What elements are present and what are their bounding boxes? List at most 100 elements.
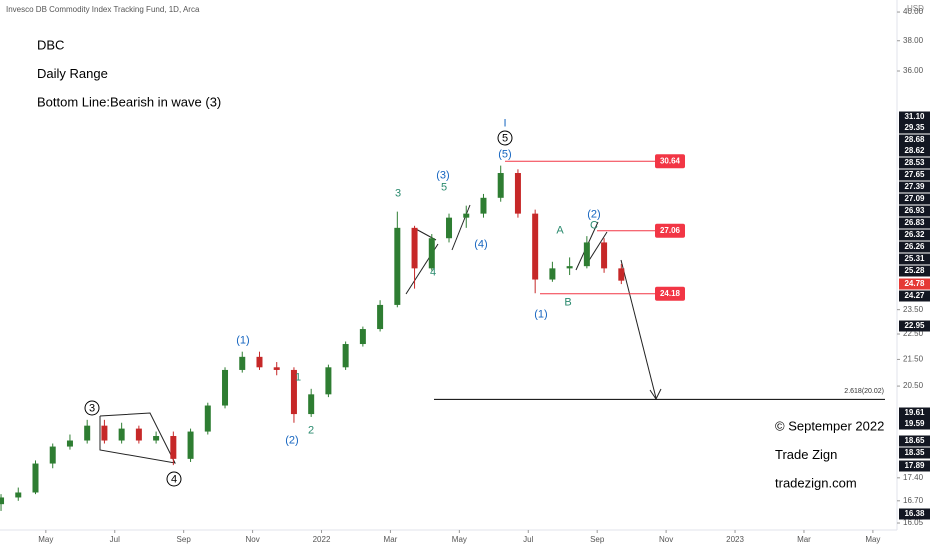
- note: Bottom Line:Bearish in wave (3): [37, 94, 221, 109]
- price-label-box: [899, 508, 930, 520]
- credit: tradezign.com: [775, 475, 857, 490]
- note: DBC: [37, 37, 64, 52]
- y-tick-label: 17.40: [903, 473, 924, 482]
- trend-line: [413, 227, 437, 241]
- wave-label: 5: [441, 181, 447, 193]
- price-label-box: [899, 435, 930, 447]
- candle-body: [84, 425, 91, 441]
- x-tick-label: Mar: [384, 535, 398, 544]
- wave-label: (1): [236, 334, 249, 346]
- price-label: 18.35: [904, 448, 925, 457]
- wave-label: (5): [498, 148, 511, 160]
- x-tick-label: May: [38, 535, 53, 544]
- wave-label: 2: [308, 424, 314, 436]
- wave-label: 1: [295, 371, 301, 383]
- price-label: 28.68: [904, 135, 925, 144]
- price-label-box: [899, 447, 930, 459]
- price-label: 24.78: [904, 279, 925, 288]
- wave-label: A: [556, 224, 564, 236]
- candle-body: [153, 436, 160, 441]
- candle-body: [15, 492, 22, 498]
- triangle: [99, 412, 176, 464]
- candle-body: [583, 242, 590, 267]
- fib-label: 2.618(20.02): [844, 388, 884, 395]
- price-label-box: [899, 320, 930, 332]
- candle-body: [222, 369, 229, 406]
- wave-label: 4: [430, 266, 436, 278]
- candle-body: [118, 428, 125, 441]
- x-tick-label: Jul: [523, 535, 533, 544]
- credit: © Septemper 2022: [775, 418, 884, 433]
- candle-body: [377, 304, 384, 330]
- x-tick-label: May: [865, 535, 880, 544]
- price-label: 26.83: [904, 218, 925, 227]
- wave-label: (4): [474, 238, 487, 250]
- currency: USD: [907, 4, 924, 13]
- wave-label: (2): [587, 208, 600, 220]
- candle-body: [256, 356, 263, 368]
- candle-body: [566, 266, 573, 269]
- level-label: 30.64: [660, 156, 681, 165]
- wave-label: C: [590, 219, 598, 231]
- candle-body: [0, 497, 5, 505]
- candle-body: [342, 344, 349, 368]
- price-label: 22.95: [904, 321, 925, 330]
- candle-body: [411, 227, 418, 269]
- candle-body: [601, 242, 608, 269]
- wave-label: (3): [436, 169, 449, 181]
- price-label: 28.62: [904, 146, 925, 155]
- price-label-box: [899, 111, 930, 123]
- level-label: 27.06: [660, 226, 681, 235]
- price-label-box: [899, 122, 930, 134]
- candle-body: [135, 428, 142, 441]
- candle-body: [239, 356, 246, 370]
- wave-label: 5: [502, 132, 508, 144]
- price-label-box: [899, 229, 930, 241]
- price-label: 29.35: [904, 123, 925, 132]
- price-label-box: [899, 205, 930, 217]
- wave-label: 3: [395, 187, 401, 199]
- chart-title: Invesco DB Commodity Index Tracking Fund…: [6, 5, 200, 14]
- candle-body: [32, 463, 39, 493]
- price-label: 18.65: [904, 436, 925, 445]
- price-label-box: [899, 181, 930, 193]
- price-label-box: [899, 157, 930, 169]
- price-label-box: [899, 253, 930, 265]
- candle-body: [497, 173, 504, 198]
- price-label: 25.28: [904, 266, 925, 275]
- y-tick-label: 23.50: [903, 305, 924, 314]
- level-label: 24.18: [660, 289, 681, 298]
- price-label-box: [899, 460, 930, 472]
- candle-body: [66, 440, 73, 447]
- wave-circle: [84, 400, 100, 416]
- candle-body: [308, 394, 315, 415]
- y-tick-label: 22.50: [903, 329, 924, 338]
- price-label: 31.10: [904, 112, 925, 121]
- x-tick-label: Sep: [177, 535, 192, 544]
- price-label-box: [899, 278, 930, 290]
- price-label: 27.09: [904, 194, 925, 203]
- credit: Trade Zign: [775, 447, 837, 462]
- wave-label: I: [503, 117, 506, 129]
- y-tick-label: 40.00: [903, 7, 924, 16]
- candle-body: [532, 213, 539, 280]
- price-label-box: [899, 169, 930, 181]
- arrow: [620, 259, 657, 399]
- price-label: 24.27: [904, 291, 925, 300]
- price-label-box: [899, 217, 930, 229]
- x-tick-label: 2023: [726, 535, 744, 544]
- x-tick-label: Jul: [110, 535, 120, 544]
- price-label-box: [899, 134, 930, 146]
- channel-line: [587, 231, 608, 263]
- candle-body: [480, 197, 487, 214]
- wave-label: (1): [534, 308, 547, 320]
- price-label: 25.31: [904, 254, 925, 263]
- candle-body: [204, 405, 211, 432]
- candle-body: [549, 268, 556, 280]
- x-tick-label: 2022: [313, 535, 331, 544]
- candle-body: [463, 213, 470, 218]
- candle-body: [49, 446, 56, 464]
- wave-label: B: [564, 296, 571, 308]
